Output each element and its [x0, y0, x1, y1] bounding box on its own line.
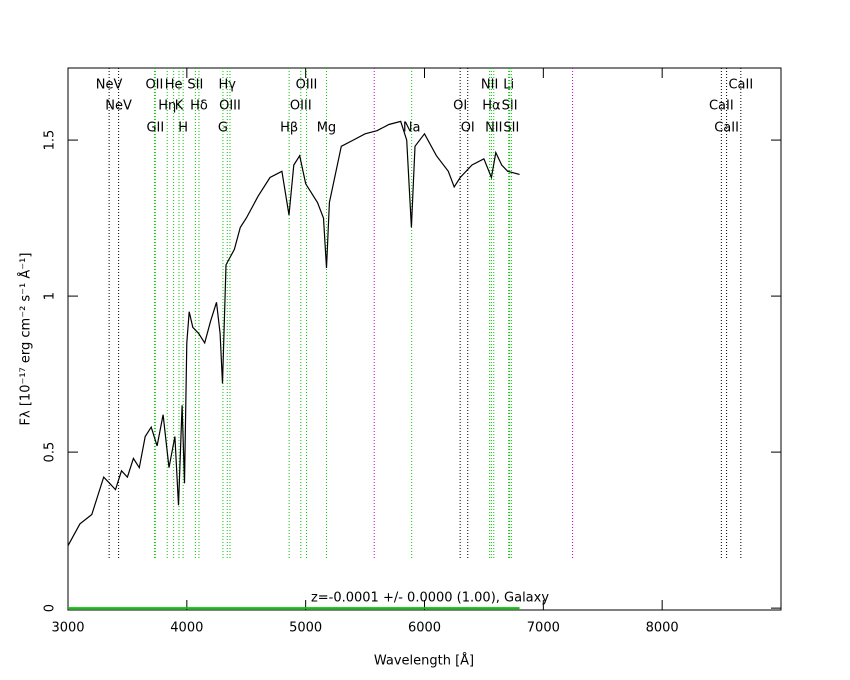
line-label: Hβ: [280, 121, 298, 136]
y-axis-label: Fλ [10⁻¹⁷ erg cm⁻² s⁻¹ Å⁻¹]: [18, 253, 34, 426]
x-axis-label: Wavelength [Å]: [374, 653, 474, 669]
line-label: OI: [453, 99, 467, 114]
line-label: Mg: [317, 121, 336, 136]
line-label: H: [178, 121, 188, 136]
line-label: OI: [461, 121, 475, 136]
line-label: CaII: [709, 99, 734, 114]
line-label: He: [165, 78, 183, 93]
line-label: Na: [403, 121, 421, 136]
line-label: NII: [485, 121, 502, 136]
line-label: SII: [502, 99, 518, 114]
annotation: z=-0.0001 +/- 0.0000 (1.00), Galaxy: [311, 591, 549, 606]
line-label: OIII: [290, 99, 312, 114]
x-tick-label: 7000: [527, 621, 560, 636]
line-label: SII: [187, 78, 203, 93]
line-label: OII: [145, 78, 163, 93]
x-tick-label: 8000: [646, 621, 679, 636]
spectrum: [67, 120, 520, 546]
line-label: CaII: [714, 121, 739, 136]
line-label: Hα: [482, 99, 500, 114]
y-tick-label: 0.5: [43, 442, 58, 463]
line-label: CaII: [728, 78, 753, 93]
x-tick-label: 6000: [408, 621, 441, 636]
line-label: NeV: [105, 99, 132, 114]
x-tick-label: 4000: [170, 621, 203, 636]
y-tick-label: 1: [43, 292, 58, 300]
plot-frame: [67, 67, 782, 611]
line-label: K: [175, 99, 184, 114]
line-label: NII: [481, 78, 498, 93]
line-label: Hη: [158, 99, 176, 114]
line-label: NeV: [96, 78, 123, 93]
line-label: Hγ: [219, 78, 237, 93]
line-label: GII: [146, 121, 164, 136]
line-label: Hδ: [190, 99, 208, 114]
y-tick-label: 1.5: [43, 130, 58, 151]
x-tick-label: 3000: [51, 621, 84, 636]
y-tick-label: 0: [43, 604, 58, 612]
line-label: OIII: [219, 99, 241, 114]
line-label: OIII: [296, 78, 318, 93]
line-label: Li: [503, 78, 514, 93]
line-label: SII: [503, 121, 519, 136]
x-tick-label: 5000: [289, 621, 322, 636]
line-label: G: [218, 121, 228, 136]
